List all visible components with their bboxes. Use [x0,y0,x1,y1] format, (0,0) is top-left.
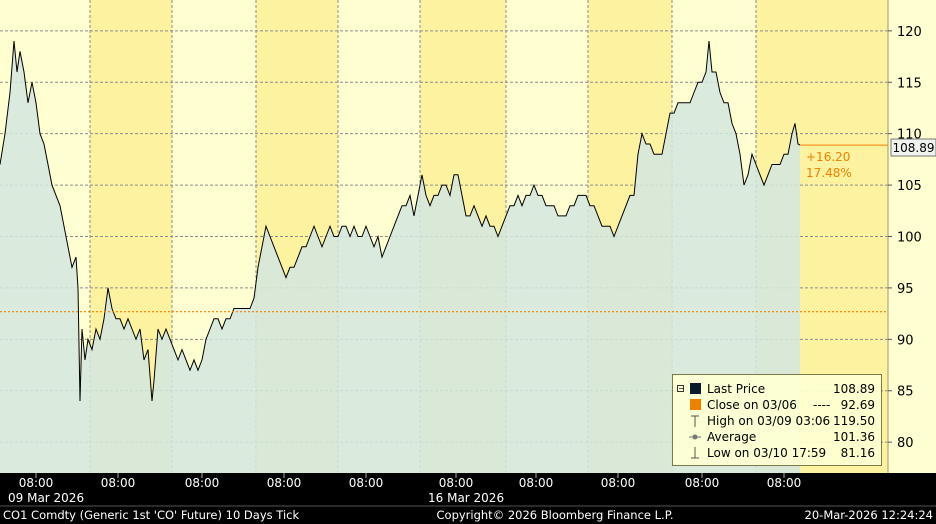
legend-value: 101.36 [833,430,875,444]
x-date-label: 16 Mar 2026 [428,491,504,505]
y-axis-panel [888,0,936,473]
high-marker-icon [689,413,701,429]
y-tick-label: 80 [897,436,914,451]
legend-row-low: Low on 03/10 17:59 81.16 [677,445,875,461]
legend-row-high: High on 03/09 03:06 119.50 [677,413,875,429]
legend-label: Close on 03/06 [707,398,797,412]
legend-value: 119.50 [833,414,875,428]
change-percent: 17.48% [806,166,852,180]
last-price-bubble-text: 108.89 [893,141,935,155]
price-line [0,41,801,402]
x-tick-label: 08:00 [185,476,220,490]
change-absolute: +16.20 [806,150,850,164]
y-tick-label: 115 [897,76,922,91]
legend-row-close: Close on 03/06 ---- 92.69 [677,397,875,413]
legend-dashes: ---- [813,398,831,412]
legend-value: 108.89 [833,382,875,396]
y-tick-label: 120 [897,25,922,40]
square-black-icon [689,381,701,397]
x-tick-label: 08:00 [601,476,636,490]
x-axis-panel [0,473,936,524]
x-tick-label: 08:00 [101,476,136,490]
legend-row-average: Average 101.36 [677,429,875,445]
footer-security: CO1 Comdty (Generic 1st 'CO' Future) 10 … [3,508,299,522]
y-tick-label: 85 [897,385,914,400]
average-marker-icon [689,429,701,445]
x-tick-label: 08:00 [267,476,302,490]
y-tick-label: 90 [897,333,914,348]
legend-label: Last Price [707,382,766,396]
low-marker-icon [689,445,701,461]
x-tick-label: 08:00 [685,476,720,490]
legend-label: High on 03/09 03:06 [707,414,831,428]
legend-label: Average [707,430,757,444]
legend-label: Low on 03/10 17:59 [707,446,827,460]
legend-value: 81.16 [840,446,875,460]
x-tick-label: 08:00 [519,476,554,490]
legend-row-last-price: − Last Price 108.89 [677,381,875,397]
square-orange-icon [689,397,701,413]
x-tick-label: 08:00 [19,476,54,490]
y-tick-label: 95 [897,282,914,297]
x-axis-ticks: 08:00 08:00 08:00 08:00 08:00 08:00 08:00 08:00… [8,473,801,505]
collapse-icon[interactable]: − [677,384,685,393]
y-tick-label: 100 [897,231,922,246]
x-date-label: 09 Mar 2026 [8,491,84,505]
footer-timestamp: 20-Mar-2026 12:24:24 [805,508,933,522]
price-area [0,41,800,473]
x-tick-label: 08:00 [349,476,384,490]
last-price-bubble: 108.89 [890,138,936,157]
x-tick-label: 08:00 [767,476,802,490]
footer-copyright: Copyright© 2026 Bloomberg Finance L.P. [437,508,674,522]
legend-value: 92.69 [840,398,875,412]
legend: − Last Price 108.89 Close on 03/06 ---- … [672,374,882,466]
x-tick-label: 08:00 [439,476,474,490]
y-tick-label: 105 [897,179,922,194]
